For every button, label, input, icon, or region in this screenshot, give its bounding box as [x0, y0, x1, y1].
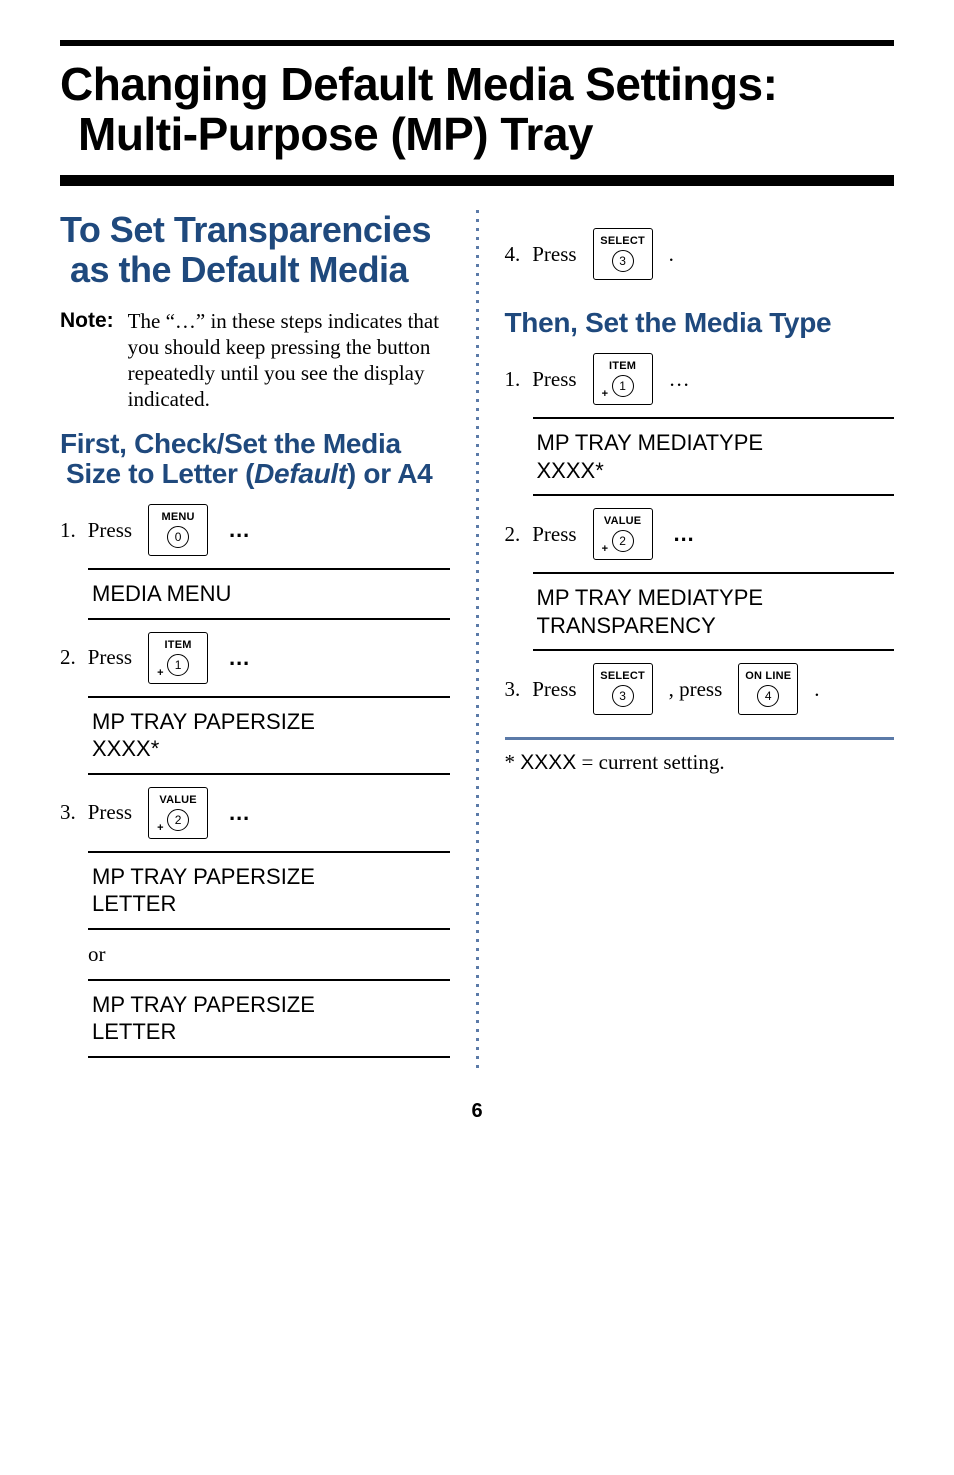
step-verb: Press — [532, 242, 576, 267]
section-heading-transparencies: To Set Transparencies as the Default Med… — [60, 210, 450, 289]
top-rule — [60, 40, 894, 46]
online-key-icon: ON LINE 4 — [738, 663, 798, 715]
step-mid: , press — [669, 677, 723, 702]
left-step-1: 1. Press MENU 0 … — [60, 504, 450, 556]
title-line1: Changing Default Media Settings: — [60, 58, 777, 110]
mid-rule — [60, 175, 894, 186]
key-label: ITEM — [165, 640, 192, 651]
h3-line2-ital: Default — [254, 458, 347, 489]
menu-key-icon: MENU 0 — [148, 504, 208, 556]
key-digit: 0 — [167, 526, 189, 548]
right-step-1: 1. Press ITEM 1 + … — [505, 353, 895, 405]
display-media-menu: MEDIA MENU — [88, 568, 450, 620]
right-step-2: 2. Press VALUE 2 + … — [505, 508, 895, 560]
display-mediatype-xxxx: MP TRAY MEDIATYPE XXXX* — [533, 417, 895, 496]
key-digit: 3 — [612, 250, 634, 272]
note-label: Note: — [60, 308, 114, 413]
display-papersize-letter-1: MP TRAY PAPERSIZE LETTER — [88, 851, 450, 930]
key-label: VALUE — [604, 516, 641, 527]
key-digit: 2 — [167, 809, 189, 831]
step-number: 4. — [505, 242, 521, 267]
subheading-media-size: First, Check/Set the Media Size to Lette… — [60, 429, 450, 491]
h3-line1: First, Check/Set the Media — [60, 428, 401, 459]
right-step-4: 4. Press SELECT 3 . — [505, 228, 895, 280]
ellipsis: … — [228, 517, 251, 543]
ellipsis: … — [669, 367, 690, 392]
step-after: . — [814, 677, 819, 702]
h2-line2: as the Default Media — [60, 249, 408, 290]
display-papersize-letter-2: MP TRAY PAPERSIZE LETTER — [88, 979, 450, 1058]
display-papersize-xxxx: MP TRAY PAPERSIZE XXXX* — [88, 696, 450, 775]
step-number: 2. — [505, 522, 521, 547]
right-column: 4. Press SELECT 3 . Then, Set the Media … — [505, 210, 895, 1069]
key-label: VALUE — [159, 795, 196, 806]
plus-icon: + — [602, 389, 608, 400]
step-verb: Press — [532, 677, 576, 702]
step-number: 3. — [60, 800, 76, 825]
key-label: SELECT — [600, 671, 645, 682]
display-mediatype-transparency: MP TRAY MEDIATYPE TRANSPARENCY — [533, 572, 895, 651]
item-key-icon: ITEM 1 + — [593, 353, 653, 405]
note-block: Note: The “…” in these steps indicates t… — [60, 308, 450, 413]
right-step-3: 3. Press SELECT 3 , press ON LINE 4 . — [505, 663, 895, 715]
ellipsis: … — [228, 800, 251, 826]
value-key-icon: VALUE 2 + — [593, 508, 653, 560]
key-digit: 1 — [612, 375, 634, 397]
step-verb: Press — [88, 800, 132, 825]
key-label: ON LINE — [745, 671, 791, 682]
footnote-star: * — [505, 750, 516, 774]
step-verb: Press — [532, 367, 576, 392]
step-verb: Press — [88, 518, 132, 543]
key-digit: 4 — [757, 685, 779, 707]
ellipsis: … — [673, 521, 696, 547]
footnote-code: XXXX — [520, 751, 576, 774]
step-after: . — [669, 242, 674, 267]
h2-line1: To Set Transparencies — [60, 209, 431, 250]
page-title: Changing Default Media Settings: Multi-P… — [60, 60, 894, 159]
key-digit: 3 — [612, 685, 634, 707]
select-key-icon: SELECT 3 — [593, 663, 653, 715]
step-verb: Press — [532, 522, 576, 547]
h3-line2a: Size to Letter ( — [66, 458, 254, 489]
title-line2: Multi-Purpose (MP) Tray — [60, 108, 593, 160]
page-number: 6 — [60, 1100, 894, 1123]
left-step-2: 2. Press ITEM 1 + … — [60, 632, 450, 684]
item-key-icon: ITEM 1 + — [148, 632, 208, 684]
ellipsis: … — [228, 645, 251, 671]
note-text: The “…” in these steps indicates that yo… — [128, 308, 450, 413]
column-divider — [476, 210, 479, 1069]
plus-icon: + — [602, 544, 608, 555]
key-label: ITEM — [609, 361, 636, 372]
left-step-3: 3. Press VALUE 2 + … — [60, 787, 450, 839]
key-digit: 2 — [612, 530, 634, 552]
step-number: 3. — [505, 677, 521, 702]
key-label: SELECT — [600, 236, 645, 247]
plus-icon: + — [157, 668, 163, 679]
subheading-media-type: Then, Set the Media Type — [505, 308, 895, 339]
step-number: 1. — [60, 518, 76, 543]
step-number: 1. — [505, 367, 521, 392]
footnote-rest: = current setting. — [576, 750, 724, 774]
key-digit: 1 — [167, 654, 189, 676]
plus-icon: + — [157, 823, 163, 834]
value-key-icon: VALUE 2 + — [148, 787, 208, 839]
h3-line2b: ) or A4 — [347, 458, 433, 489]
step-verb: Press — [88, 645, 132, 670]
or-text: or — [88, 942, 450, 967]
select-key-icon: SELECT 3 — [593, 228, 653, 280]
footnote: * XXXX = current setting. — [505, 750, 895, 775]
step-number: 2. — [60, 645, 76, 670]
footnote-rule — [505, 737, 895, 740]
key-label: MENU — [161, 512, 194, 523]
left-column: To Set Transparencies as the Default Med… — [60, 210, 450, 1069]
